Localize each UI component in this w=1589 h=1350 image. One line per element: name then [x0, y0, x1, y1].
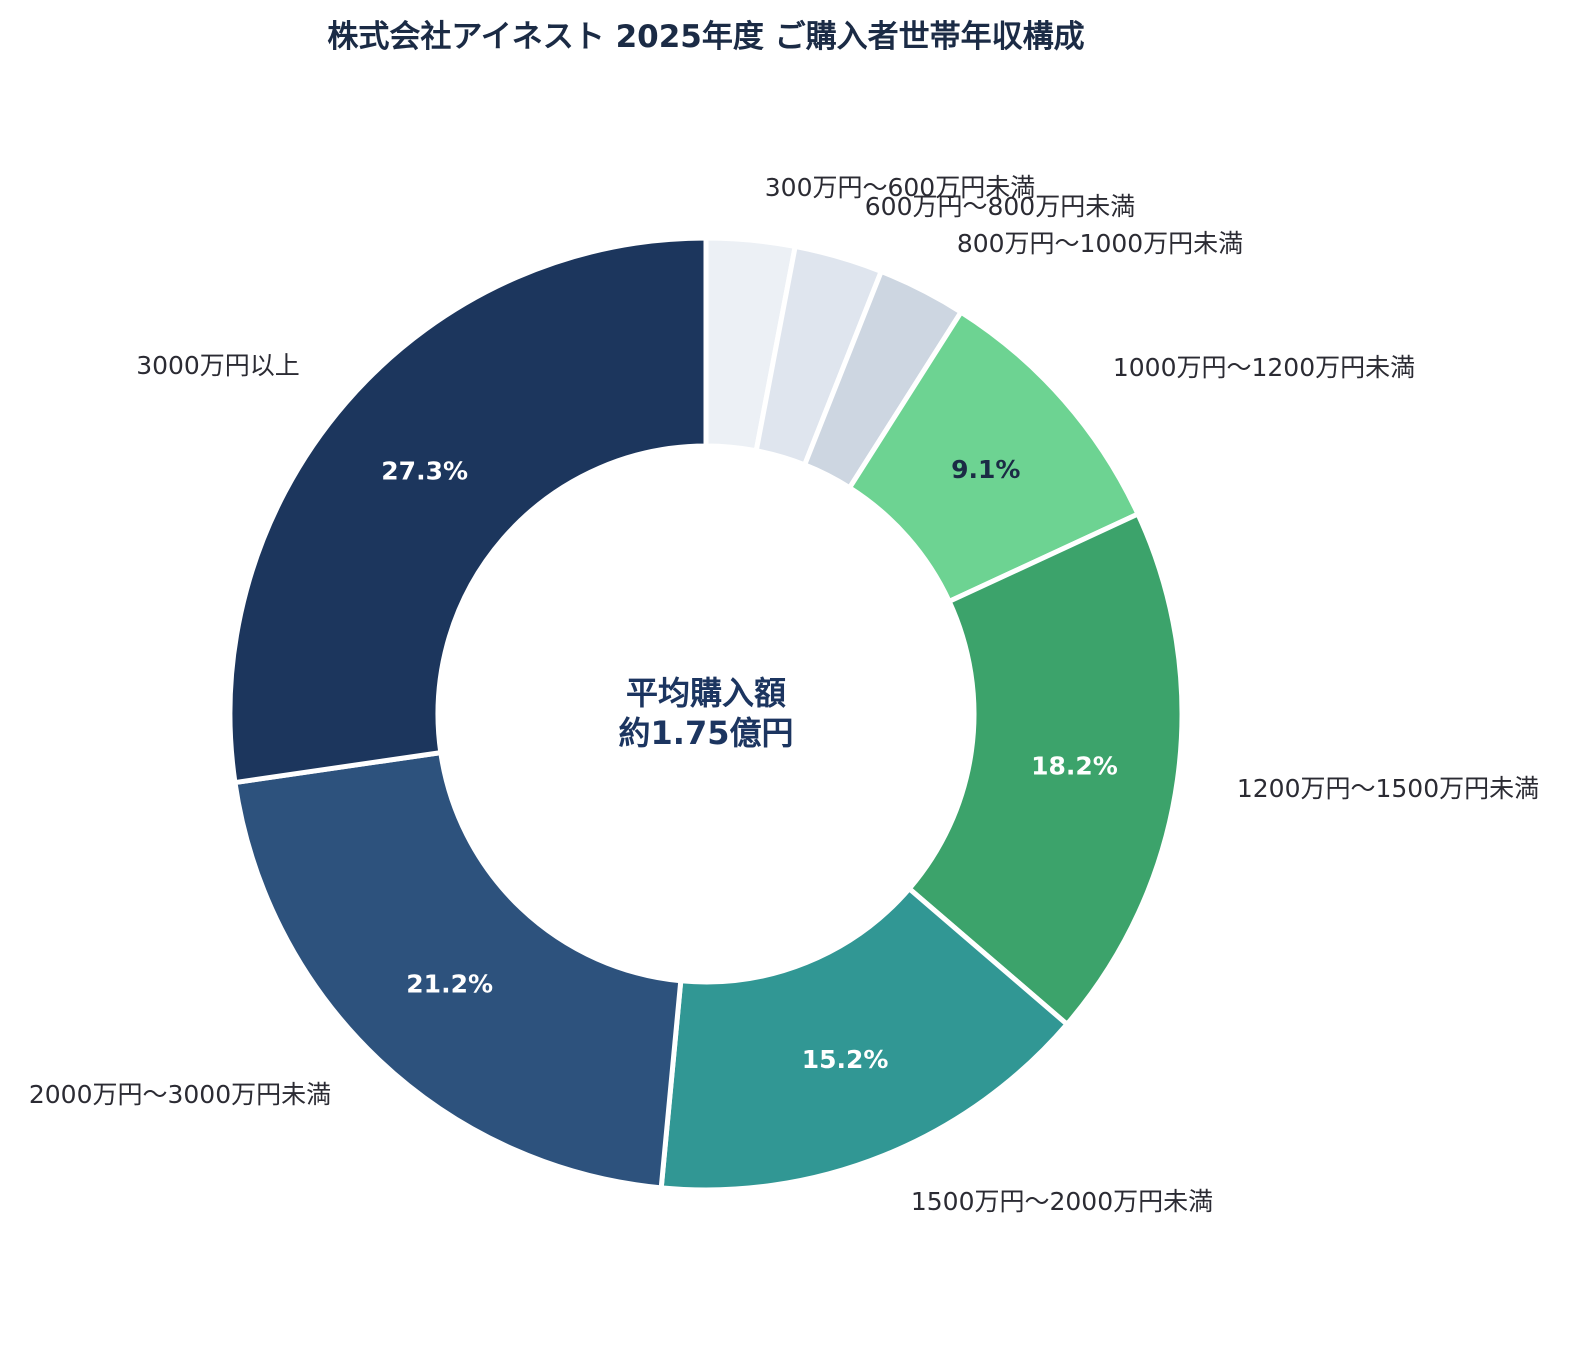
slice-category-label: 800万円～1000万円未満 [957, 229, 1243, 258]
slice-percent-label: 27.3% [381, 457, 468, 486]
slice-category-label: 3000万円以上 [136, 351, 300, 380]
percent-labels: 9.1% 18.2% 15.2% 21.2% 27.3% [381, 455, 1118, 1074]
donut-slice [227, 235, 709, 786]
slice-category-label: 1200万円～1500万円未満 [1237, 774, 1539, 803]
donut-slice [658, 885, 1071, 1193]
donut-slices [227, 235, 1185, 1193]
center-label-line-1: 平均購入額 [626, 674, 786, 712]
slice-category-label: 300万円～600万円未満 [765, 173, 1035, 202]
slice-percent-label: 15.2% [802, 1045, 889, 1074]
slice-percent-label: 21.2% [406, 970, 493, 999]
donut-slice [905, 510, 1185, 1028]
slice-category-label: 1000万円～1200万円未満 [1113, 353, 1415, 382]
slice-percent-label: 9.1% [951, 455, 1020, 484]
slice-percent-label: 18.2% [1031, 751, 1118, 780]
donut-slice [232, 749, 684, 1191]
slice-category-label: 600万円～800万円未満 [865, 192, 1135, 221]
slice-category-label: 2000万円～3000万円未満 [29, 1080, 331, 1109]
center-label-line-2: 約1.75億円 [619, 714, 794, 752]
chart-title: 株式会社アイネスト 2025年度 ご購入者世帯年収構成 [327, 19, 1084, 55]
slice-category-label: 1500万円～2000万円未満 [911, 1187, 1213, 1216]
